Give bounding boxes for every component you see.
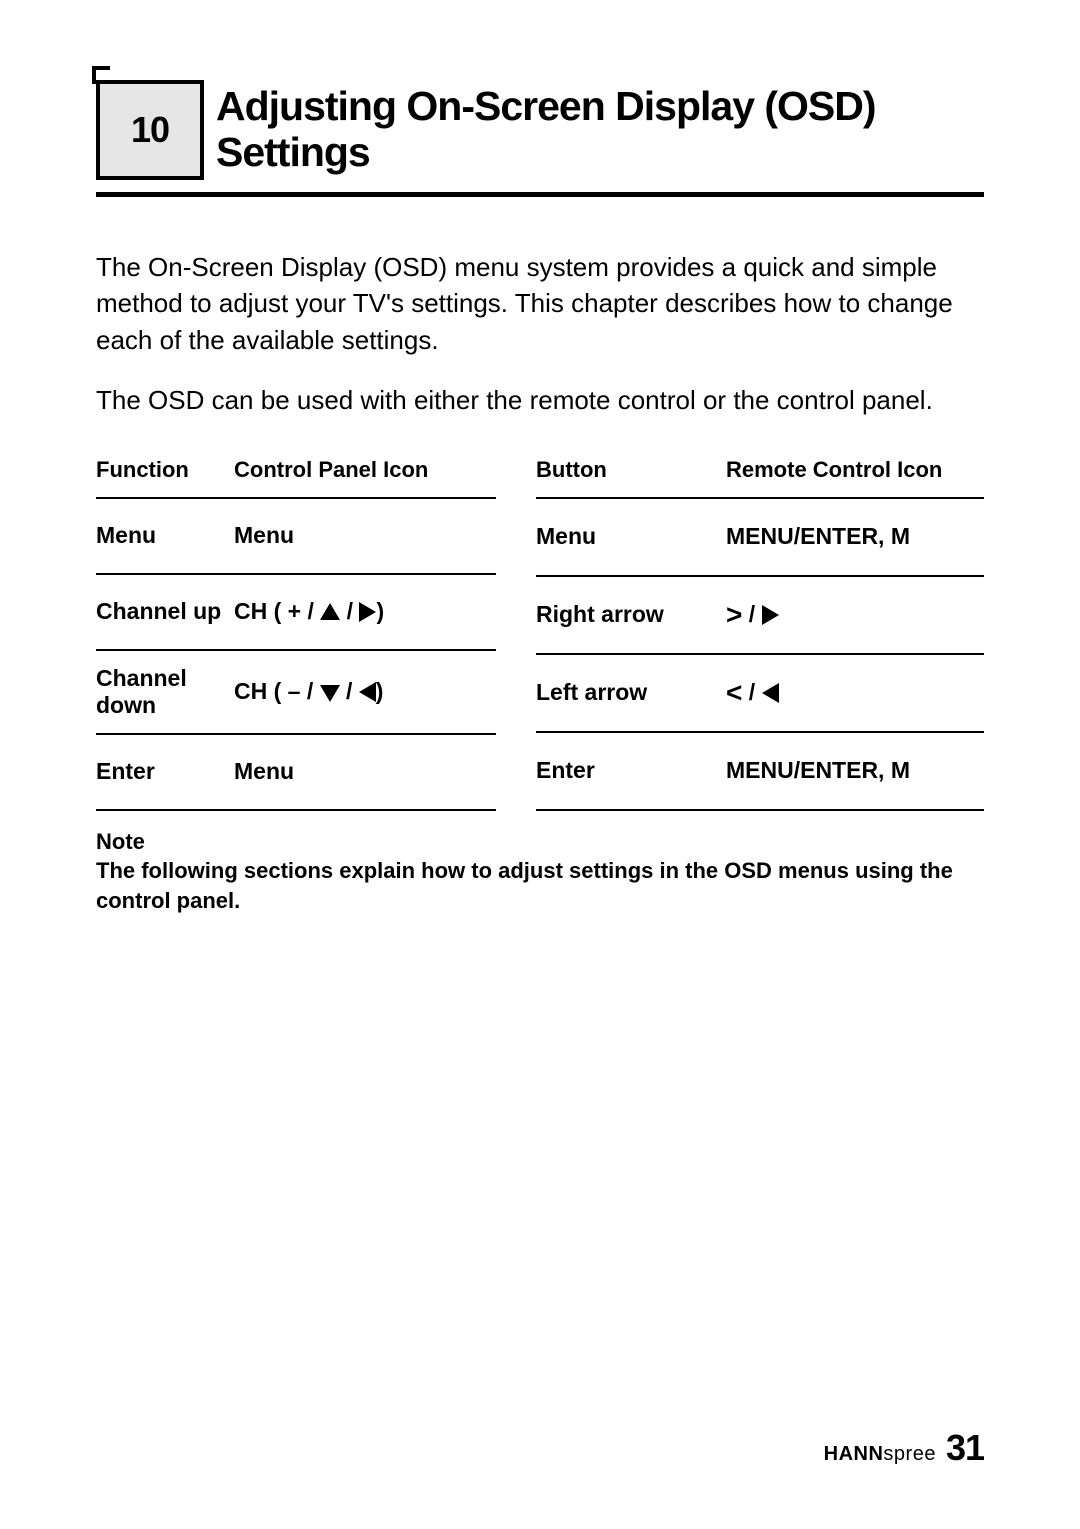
note-block: Note The following sections explain how … (96, 827, 984, 916)
cell-icon: MENU/ENTER, M (726, 498, 984, 576)
icon-suffix: ) (376, 598, 384, 624)
header-control-panel-icon: Control Panel Icon (234, 443, 496, 498)
cell-function: Channel up (96, 574, 234, 650)
cell-function: Channel down (96, 650, 234, 734)
brand-bold: HANN (824, 1443, 884, 1465)
intro-paragraph: The On-Screen Display (OSD) menu system … (96, 249, 984, 358)
icon-mid: / (340, 678, 359, 704)
note-text: The following sections explain how to ad… (96, 856, 984, 915)
chapter-number: 10 (96, 80, 204, 180)
header-function: Function (96, 443, 234, 498)
triangle-down-icon (320, 685, 340, 702)
page-number: 31 (946, 1427, 984, 1469)
icon-prefix: CH ( – / (234, 678, 320, 704)
table-row: Left arrow < / (536, 654, 984, 732)
chapter-header: 10 Adjusting On-Screen Display (OSD) Set… (96, 80, 984, 197)
page: 10 Adjusting On-Screen Display (OSD) Set… (0, 0, 1080, 1529)
cell-icon: < / (726, 654, 984, 732)
table-header-row: Function Control Panel Icon (96, 443, 496, 498)
header-remote-icon: Remote Control Icon (726, 443, 984, 498)
table-row: Menu MENU/ENTER, M (536, 498, 984, 576)
cell-icon: Menu (234, 734, 496, 810)
table-row: Channel up CH ( + / / ) (96, 574, 496, 650)
cell-button: Right arrow (536, 576, 726, 654)
icon-mid: / (742, 679, 761, 705)
cell-function: Menu (96, 498, 234, 574)
chapter-number-box: 10 (96, 80, 204, 180)
table-row: Menu Menu (96, 498, 496, 574)
icon-prefix: CH ( + / (234, 598, 320, 624)
cell-icon: MENU/ENTER, M (726, 732, 984, 810)
cell-icon: Menu (234, 498, 496, 574)
table-row: Right arrow > / (536, 576, 984, 654)
control-panel-table: Function Control Panel Icon Menu Menu Ch… (96, 443, 496, 811)
cell-button: Left arrow (536, 654, 726, 732)
cell-function: Enter (96, 734, 234, 810)
cell-icon: > / (726, 576, 984, 654)
note-label: Note (96, 827, 984, 857)
cell-icon: CH ( – / / ) (234, 650, 496, 734)
icon-suffix: ) (376, 678, 384, 704)
cell-icon: CH ( + / / ) (234, 574, 496, 650)
remote-control-table: Button Remote Control Icon Menu MENU/ENT… (536, 443, 984, 811)
tables-container: Function Control Panel Icon Menu Menu Ch… (96, 443, 984, 811)
table-header-row: Button Remote Control Icon (536, 443, 984, 498)
icon-mid: / (340, 598, 359, 624)
triangle-left-icon (762, 683, 779, 703)
table-row: Enter MENU/ENTER, M (536, 732, 984, 810)
triangle-right-icon (762, 605, 779, 625)
icon-mid: / (742, 601, 761, 627)
cell-button: Menu (536, 498, 726, 576)
cell-button: Enter (536, 732, 726, 810)
greater-than-icon: > (726, 599, 742, 630)
triangle-right-icon (359, 602, 376, 622)
brand-light: spree (883, 1443, 936, 1465)
usage-paragraph: The OSD can be used with either the remo… (96, 382, 984, 418)
table-row: Enter Menu (96, 734, 496, 810)
chapter-number-text: 10 (131, 109, 169, 151)
less-than-icon: < (726, 677, 742, 708)
triangle-left-icon (359, 682, 376, 702)
header-button: Button (536, 443, 726, 498)
table-row: Channel down CH ( – / / ) (96, 650, 496, 734)
chapter-title: Adjusting On-Screen Display (OSD) Settin… (216, 80, 984, 176)
page-footer: HANNspree 31 (824, 1427, 984, 1469)
triangle-up-icon (320, 603, 340, 620)
brand-logo: HANNspree (824, 1443, 936, 1466)
